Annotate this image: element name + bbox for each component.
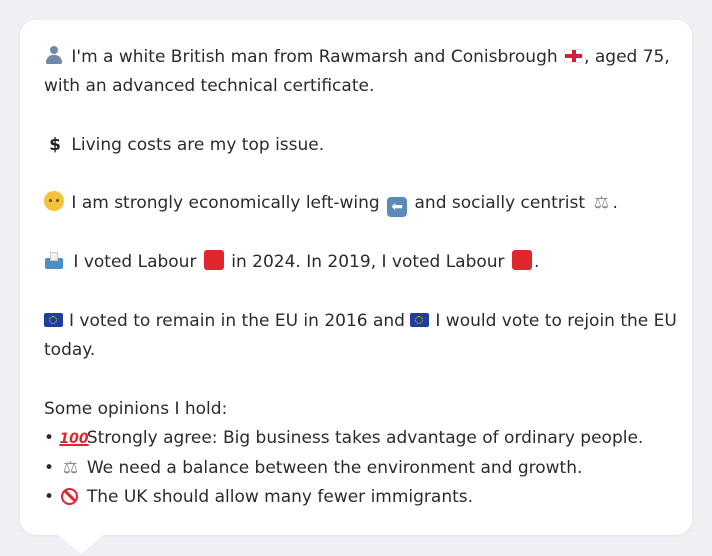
ideology-line: I am strongly economically left-wing ⬅ a… [44,189,668,218]
persona-card: I'm a white British man from Rawmarsh an… [20,20,692,554]
opinions-heading: Some opinions I hold: [44,398,228,419]
eu-flag-icon [44,312,63,327]
balance-scale-icon: ⚖ [593,193,610,214]
no-entry-icon [61,488,79,506]
thinking-face-icon [44,191,64,212]
balance-scale-icon: ⚖ [62,458,79,479]
hundred-points-icon: 100 [59,430,89,447]
opinion-item: • 100 Strongly agree: Big business takes… [44,424,668,454]
ballot-box-icon [44,251,64,270]
eu-line-1: I voted to remain in the EU in 2016 and … [44,307,677,336]
intro-line-2: with an advanced technical certificate. [44,76,375,97]
person-icon [44,45,64,65]
labour-red-square-icon [203,250,224,271]
top-issue-line: $ Living costs are my top issue. [44,131,668,160]
dollar-icon: $ [49,134,61,155]
opinion-item: • The UK should allow many fewer immigra… [44,487,474,508]
england-flag-icon [564,49,584,63]
eu-flag-icon [410,312,430,327]
speech-bubble-tail [57,534,105,554]
intro-line-1: I'm a white British man from Rawmarsh an… [44,43,670,72]
opinion-item: • ⚖ We need a balance between the enviro… [44,454,668,483]
vote-history-line: I voted Labour in 2024. In 2019, I voted… [44,248,668,277]
left-arrow-icon: ⬅ [387,197,408,218]
labour-red-square-icon [511,250,532,271]
eu-line-2: today. [44,339,96,360]
